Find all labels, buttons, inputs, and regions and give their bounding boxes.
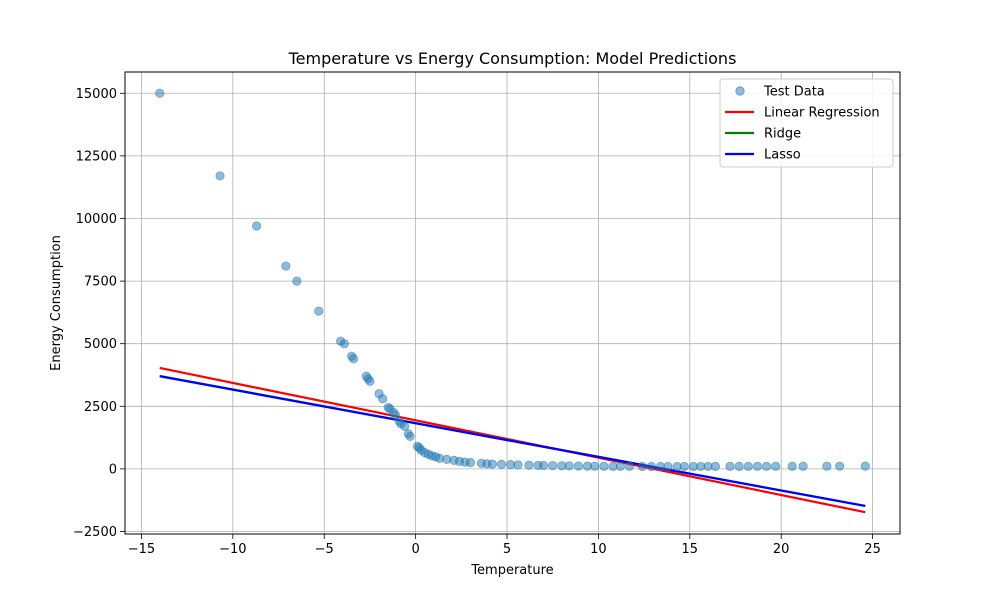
x-tick-label: −10 [219,542,246,557]
y-tick-label: 5000 [84,337,117,352]
chart-title: Temperature vs Energy Consumption: Model… [288,49,737,68]
scatter-point [725,461,735,471]
y-tick-label: 15000 [76,87,117,102]
scatter-point [761,461,772,471]
x-axis-label: Temperature [470,563,553,578]
scatter-point [292,276,302,286]
x-tick-label: −5 [315,542,334,557]
x-tick-label: 15 [682,542,699,557]
scatter-point [314,306,324,316]
scatter-point [378,394,388,404]
y-tick-label: −2500 [73,525,117,540]
legend: Test Data Linear Regression Ridge Lasso [719,78,894,168]
x-tick-label: −15 [128,542,155,557]
scatter-point [348,354,359,364]
x-tick-label: 0 [411,542,419,557]
scatter-point [679,461,689,472]
axis-ticks: −15 −10 −5 0 5 10 15 20 25 −2500 0 2500 5000 7500 1000… [73,87,881,557]
scatter-point [548,461,558,471]
scatter-point [663,461,673,472]
scatter-point [339,339,349,349]
scatter-point [860,461,870,471]
scatter-point [771,461,781,471]
scatter-point [400,421,410,431]
scatter-point [405,431,415,441]
grid [125,72,900,534]
series-line-lasso [159,375,866,508]
plot-frame [124,71,901,535]
x-tick-label: 20 [773,542,790,557]
scatter-point [710,461,720,471]
legend-label: Lasso [764,148,801,163]
legend-label: Linear Regression [764,106,880,121]
scatter-point [646,461,657,472]
scatter-point [513,460,523,470]
y-tick-label: 0 [109,462,117,477]
x-tick-label: 25 [864,542,881,557]
regression-lines [159,366,866,514]
scatter-point [564,461,574,471]
scatter-point [155,88,165,98]
scatter-point [822,461,832,471]
x-tick-label: 5 [503,542,511,557]
y-tick-label: 12500 [76,149,117,164]
scatter-point [752,461,763,471]
x-tick-label: 10 [590,542,607,557]
scatter-point [465,458,476,468]
legend-label: Ridge [764,127,801,142]
scatter-point [215,171,225,181]
legend-box [719,78,894,168]
scatter-point [524,460,534,470]
scatter-point [496,459,507,469]
legend-label: Test Data [763,85,825,100]
scatter-point [743,461,753,471]
y-tick-label: 7500 [84,275,117,290]
scatter-point [365,376,375,386]
scatter-point [599,461,609,471]
scatter-point [573,461,583,471]
scatter-point [615,461,625,471]
scatter-point [637,461,647,472]
scatter-point [487,459,497,469]
scatter-point [281,261,291,271]
scatter-point [835,461,845,471]
scatter-point [590,461,600,471]
scatter-point [252,221,262,231]
scatter-point [624,461,635,471]
scatter-points [155,88,870,472]
y-axis-label: Energy Consumption [49,235,64,371]
scatter-point [787,461,797,471]
y-tick-label: 10000 [76,212,117,227]
scatter-point [798,461,808,471]
y-tick-label: 2500 [84,400,117,415]
legend-marker-test-data [735,86,745,96]
scatter-point [538,460,549,471]
scatter-point [734,461,744,471]
